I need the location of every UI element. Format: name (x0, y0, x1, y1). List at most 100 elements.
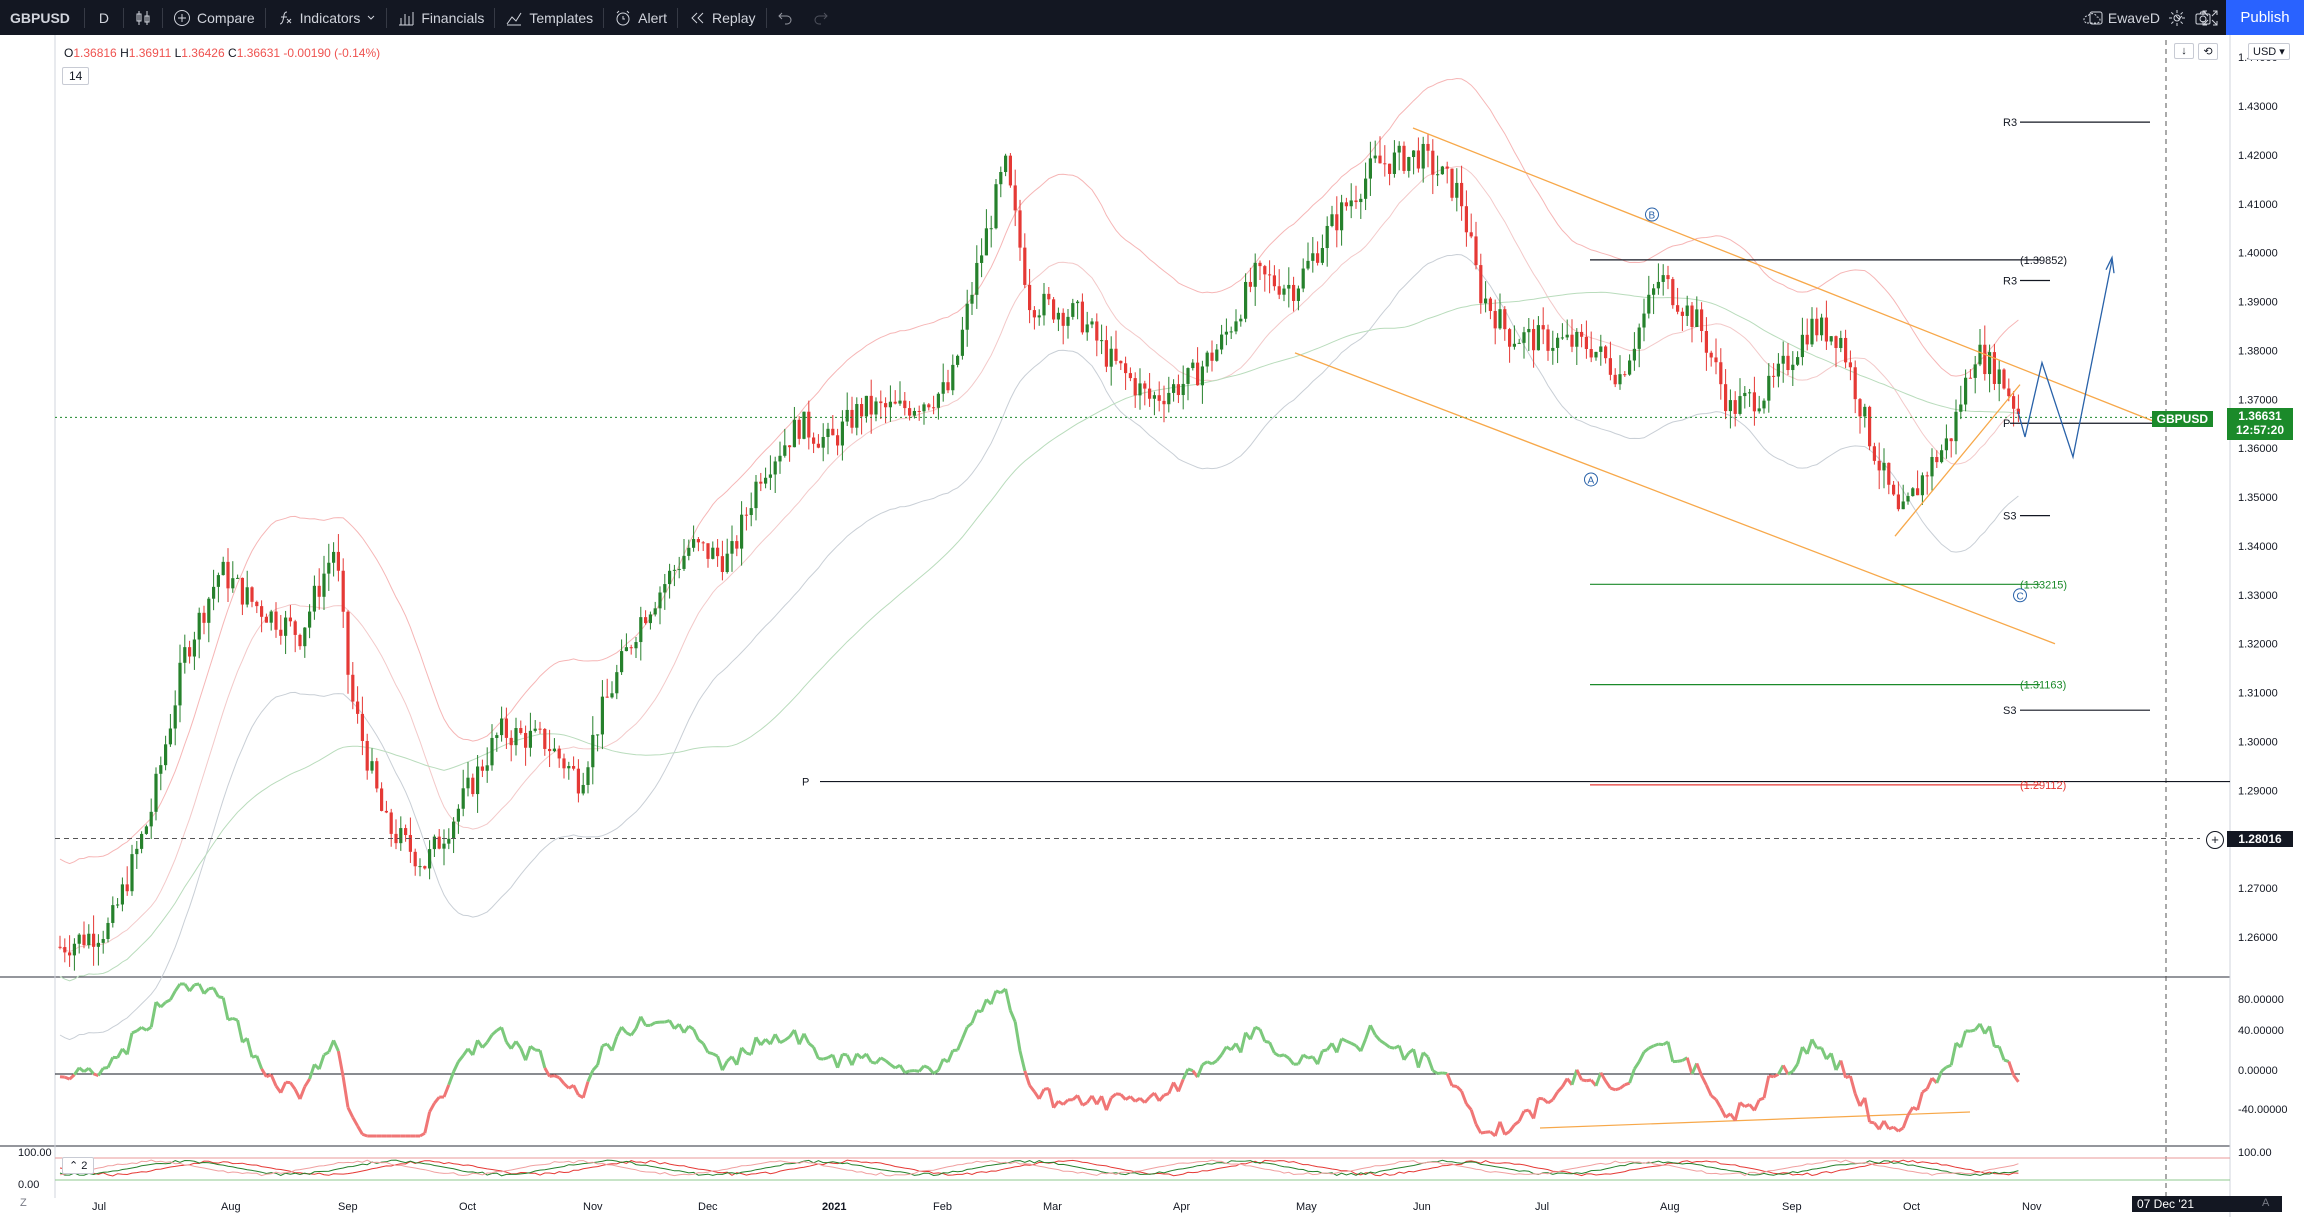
candle-body (1892, 484, 1896, 495)
osc-segment (697, 1038, 705, 1045)
price-tick-label: 1.26000 (2238, 932, 2278, 944)
alert-button[interactable]: Alert (604, 0, 677, 35)
candle-body (884, 403, 888, 408)
candle-body (562, 758, 566, 769)
candle-body (936, 393, 940, 408)
alert-label: Alert (638, 9, 667, 26)
candle-body (1570, 334, 1574, 347)
candle-body (1992, 352, 1996, 384)
auto-scale-button[interactable]: A (2262, 1197, 2270, 1209)
osc-segment (361, 1132, 368, 1138)
candle-body (399, 828, 403, 844)
candle-body (749, 508, 753, 516)
replay-button[interactable]: Replay (678, 0, 766, 35)
publish-button[interactable]: Publish (2226, 0, 2304, 35)
layout-toggle[interactable] (2088, 0, 2104, 35)
candle-body (317, 585, 321, 597)
candle-body (1983, 344, 1987, 375)
undo-button[interactable] (767, 0, 803, 35)
fib-label: (1.33215) (2020, 579, 2067, 591)
candle-body (701, 542, 705, 544)
osc-segment (433, 1096, 441, 1105)
osc-segment (245, 1037, 254, 1058)
osc-segment (850, 1053, 859, 1066)
candle-body (1532, 328, 1536, 351)
scroll-down-button[interactable]: ↓ (2174, 43, 2194, 59)
osc-segment (956, 1038, 964, 1051)
indicators-button[interactable]: Indicators (266, 0, 387, 35)
candle-body (130, 854, 134, 892)
osc-segment (260, 1067, 268, 1078)
financials-button[interactable]: Financials (387, 0, 494, 35)
indicator-length-badge[interactable]: 14 (62, 67, 90, 85)
camera-button[interactable] (2194, 0, 2212, 35)
candle-body (1508, 329, 1512, 347)
osc-segment (639, 1015, 647, 1027)
candle-body (135, 848, 139, 855)
open-value: 1.36816 (73, 46, 117, 60)
wave-c-label-circle (2013, 588, 2027, 603)
osc-segment (202, 987, 210, 995)
candle-body (480, 766, 484, 771)
candle-body (1661, 275, 1665, 282)
timezone-z-button[interactable]: Z (20, 1197, 27, 1209)
candle-body (1412, 150, 1416, 158)
candle-body (1455, 182, 1459, 198)
candle-body (404, 828, 408, 836)
compare-button[interactable]: Compare (163, 0, 265, 35)
osc-segment (529, 1045, 537, 1052)
long-ma (59, 291, 2019, 982)
candle-body (1743, 392, 1747, 397)
redo-button[interactable] (803, 0, 839, 35)
camera-icon (2195, 11, 2211, 24)
osc-segment (1700, 1074, 1708, 1086)
candle-body (836, 435, 840, 446)
candle-body (1469, 232, 1473, 237)
settings-gear[interactable] (2168, 0, 2186, 35)
interval-button[interactable]: D (98, 9, 110, 26)
candle-body (1373, 155, 1377, 159)
templates-button[interactable]: Templates (495, 0, 603, 35)
osc-segment (1474, 1123, 1483, 1134)
candle-body (1647, 294, 1651, 314)
candle-body (600, 696, 604, 735)
candle-body (1781, 355, 1785, 364)
osc-segment (1609, 1086, 1616, 1092)
osc-segment (855, 1052, 863, 1060)
wave-b-label-circle (1645, 207, 1659, 222)
collapse-chevron-icon: ⌃ (69, 1160, 79, 1172)
candle-body (639, 617, 643, 643)
osc-tick-label: 80.00000 (2238, 994, 2284, 1006)
reset-scale-button[interactable]: ⟲ (2198, 43, 2218, 60)
candle-body (1954, 411, 1958, 442)
candle-body (1940, 450, 1944, 463)
add-alert-icon[interactable]: + (2206, 831, 2224, 849)
osc-segment (995, 989, 1002, 995)
osc-segment (1047, 1088, 1056, 1109)
divider (123, 7, 125, 28)
lower-indicator-badge[interactable]: ⌃ 2 (62, 1157, 95, 1174)
candle-body (1292, 284, 1296, 301)
candle-body (1551, 347, 1555, 351)
layout-name-button[interactable]: EwaveD (2082, 0, 2184, 35)
time-axis[interactable]: Jul Aug Sep Oct Nov Dec 2021 Feb Mar Apr May Jun Jul… (92, 1201, 2042, 1213)
osc-segment (1935, 1070, 1943, 1084)
osc-segment (769, 1033, 777, 1045)
chevron-down-icon (367, 15, 375, 20)
candle-body (1488, 298, 1492, 311)
osc-segment (140, 1026, 148, 1032)
candle-body (432, 836, 436, 850)
currency-select[interactable]: USD ▾ (2248, 43, 2290, 60)
candle-body (821, 436, 825, 448)
osc-segment (1551, 1091, 1559, 1101)
osc-segment (1432, 1069, 1439, 1075)
symbol-search[interactable]: GBPUSD (10, 9, 70, 26)
chart-type-button[interactable] (124, 0, 162, 35)
cloud-icon (2083, 12, 2101, 23)
time-tick-label: Oct (1903, 1201, 1920, 1213)
candle-body (1733, 400, 1737, 414)
candle-body (1402, 145, 1406, 171)
osc-segment (1225, 1045, 1233, 1052)
osc-segment (78, 1066, 85, 1073)
